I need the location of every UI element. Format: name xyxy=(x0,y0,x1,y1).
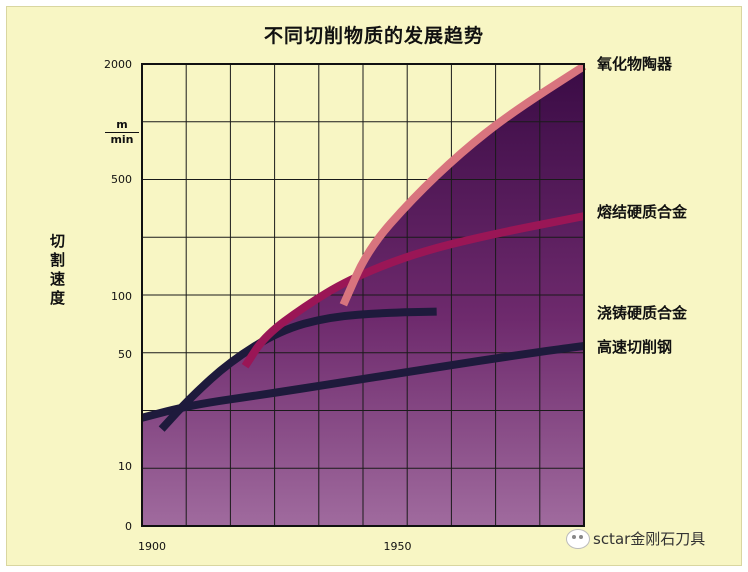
chart-title: 不同切削物质的发展趋势 xyxy=(263,25,484,47)
y-axis-unit: m min xyxy=(105,119,139,146)
series-label: 高速切削钢 xyxy=(597,338,672,356)
x-tick-label: 1900 xyxy=(138,540,166,553)
series-label: 熔结硬质合金 xyxy=(597,203,688,221)
unit-numerator: m xyxy=(105,119,139,133)
series-line xyxy=(339,62,587,307)
y-tick-label: 10 xyxy=(118,460,132,473)
x-tick-label: 1950 xyxy=(384,540,412,553)
y-tick-label: 50 xyxy=(118,348,132,361)
watermark: sctar金刚石刀具 xyxy=(566,528,705,549)
y-tick-label: 2000 xyxy=(104,58,132,71)
series-line xyxy=(140,342,585,422)
watermark-text: sctar金刚石刀具 xyxy=(593,530,706,548)
series-line xyxy=(158,307,437,432)
y-tick-label: 0 xyxy=(125,520,132,533)
plot-border xyxy=(141,63,585,527)
series-label: 浇铸硬质合金 xyxy=(597,304,688,322)
unit-denominator: min xyxy=(110,133,134,146)
y-tick-label: 100 xyxy=(111,290,132,303)
wechat-logo-icon xyxy=(566,528,590,549)
y-axis-label: 切割速度 xyxy=(48,233,66,309)
series-label: 氧化物陶器 xyxy=(596,55,673,73)
y-tick-label: 500 xyxy=(111,173,132,186)
series-line xyxy=(241,212,585,369)
